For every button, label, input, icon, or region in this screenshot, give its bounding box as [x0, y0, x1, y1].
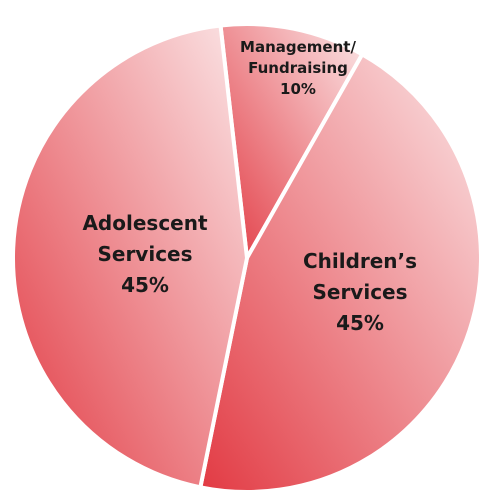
pie-slice-children-s-services	[198, 52, 483, 494]
slice-label-adolescent-services: Adolescent Services 45%	[82, 211, 208, 297]
slice-name-line: Fundraising	[248, 59, 348, 77]
slice-name-line: Adolescent	[82, 211, 208, 235]
slice-label-children-s-services: Children’s Services 45%	[303, 249, 417, 335]
slice-name-line: Management/	[240, 38, 356, 56]
slice-name-line: Children’s	[303, 249, 417, 273]
pie-slice-management-fundraising	[218, 22, 365, 260]
slice-name-line: Services	[312, 280, 407, 304]
slice-name-line: Services	[97, 242, 192, 266]
pie-slice-adolescent-services	[11, 23, 249, 490]
slice-value-label: 45%	[336, 311, 384, 335]
slice-value-label: 10%	[280, 80, 316, 98]
pie-labels: Management/Fundraising 10% Children’s Servi…	[82, 38, 417, 335]
slice-value-label: 45%	[121, 273, 169, 297]
slice-label-management-fundraising: Management/Fundraising 10%	[240, 38, 356, 98]
pie-slices	[11, 22, 483, 494]
